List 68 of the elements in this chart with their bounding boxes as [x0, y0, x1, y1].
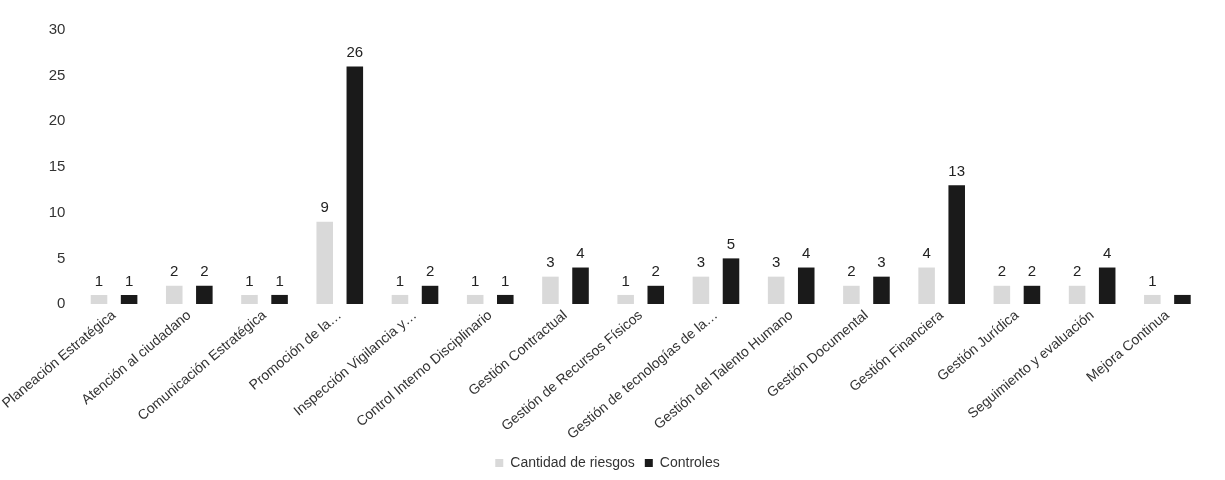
data-label: 1 [94, 271, 104, 289]
data-label: 3 [877, 253, 886, 271]
bar [316, 221, 333, 305]
data-label: 4 [802, 244, 811, 262]
data-label: 3 [696, 253, 706, 271]
bar [797, 267, 815, 305]
data-label: 3 [546, 253, 555, 271]
data-label: 26 [346, 43, 364, 61]
y-tick-label: 10 [48, 202, 66, 220]
bar [1144, 294, 1161, 305]
data-label: 5 [726, 235, 736, 253]
y-tick-label: 25 [48, 65, 66, 83]
bar [1098, 267, 1116, 305]
data-label: 2 [425, 262, 435, 280]
y-tick-label: 30 [48, 20, 66, 38]
bar [722, 258, 740, 305]
data-label: 2 [1072, 262, 1082, 280]
bar [90, 294, 108, 305]
bar [241, 294, 258, 305]
data-label: 2 [170, 262, 179, 280]
data-label: 2 [200, 262, 209, 280]
data-label: 1 [245, 271, 254, 289]
bar [1023, 285, 1041, 305]
data-label: 1 [501, 271, 510, 289]
data-label: 4 [576, 244, 585, 262]
data-label: 13 [948, 161, 966, 179]
data-label: 1 [471, 271, 480, 289]
data-label: 2 [651, 262, 660, 280]
bar [497, 294, 514, 305]
bar [196, 285, 213, 305]
bar [271, 294, 288, 305]
bar [767, 276, 785, 305]
bar [1068, 285, 1086, 305]
bar [873, 276, 890, 305]
bar [647, 285, 665, 305]
bar [466, 294, 484, 305]
bar [421, 285, 439, 305]
data-label: 1 [124, 271, 134, 289]
legend-label: Controles [659, 453, 720, 470]
data-label: 4 [1103, 244, 1112, 262]
bar [120, 294, 138, 305]
bar [542, 276, 559, 305]
data-label: 3 [771, 253, 781, 271]
data-label: 9 [320, 198, 329, 216]
data-label: 4 [922, 244, 931, 262]
data-label: 2 [847, 262, 856, 280]
bar [993, 285, 1011, 305]
bar [843, 285, 860, 305]
y-tick-label: 20 [48, 111, 66, 129]
bar [948, 185, 965, 305]
bar [617, 294, 634, 305]
data-label: 2 [997, 262, 1007, 280]
data-label: 1 [1148, 271, 1157, 289]
data-label: 2 [1027, 262, 1037, 280]
bar [346, 66, 364, 305]
bar [572, 267, 589, 305]
y-tick-label: 15 [48, 157, 66, 175]
data-label: 1 [275, 271, 284, 289]
bar [391, 294, 409, 305]
y-tick-label: 5 [57, 248, 66, 266]
bar [1174, 294, 1191, 305]
data-label: 1 [395, 271, 405, 289]
data-label: 1 [621, 271, 630, 289]
bar [918, 267, 935, 305]
legend-label: Cantidad de riesgos [510, 453, 635, 470]
bar [692, 276, 710, 305]
bar [165, 285, 183, 305]
y-tick-label: 0 [57, 294, 66, 312]
